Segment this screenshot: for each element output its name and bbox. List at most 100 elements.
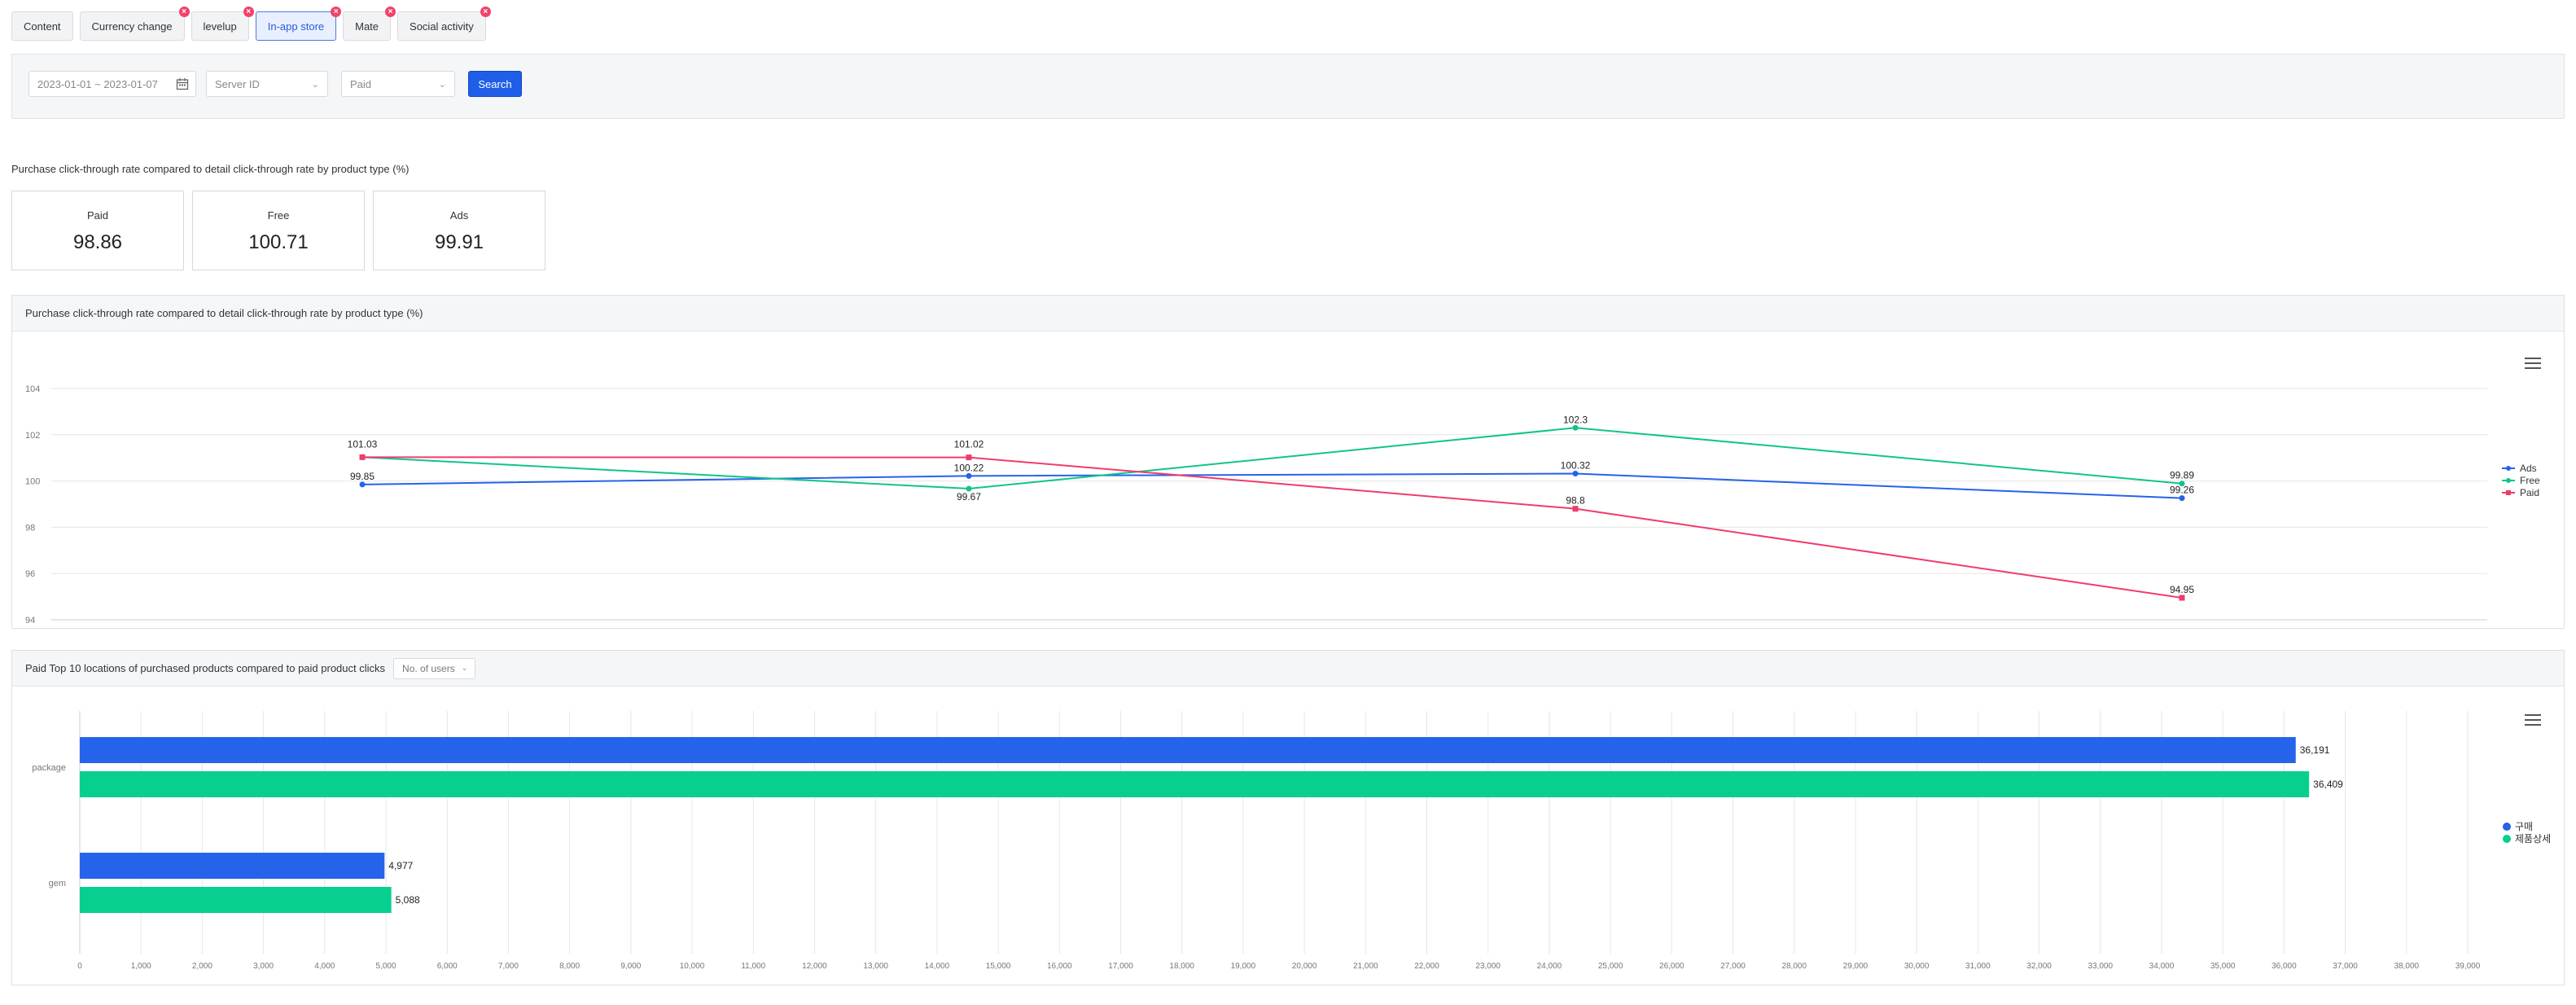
- data-label: 4,977: [388, 860, 413, 871]
- x-tick-label: 34,000: [2149, 962, 2175, 971]
- data-label: 98.8: [1566, 495, 1585, 507]
- close-icon[interactable]: ×: [385, 7, 396, 17]
- tab-bar: Content Currency change × levelup × In-app st…: [11, 7, 491, 41]
- tab-label: In-app store: [267, 20, 325, 33]
- x-tick-label: 7,000: [498, 962, 519, 971]
- y-tick-label: 102: [25, 431, 40, 441]
- close-icon[interactable]: ×: [331, 7, 342, 17]
- x-tick-label: 24,000: [1537, 962, 1562, 971]
- x-tick-label: 16,000: [1047, 962, 1072, 971]
- data-label: 100.22: [954, 462, 984, 473]
- bar-chart-title: Paid Top 10 locations of purchased produ…: [25, 662, 386, 674]
- summary-title: Purchase click-through rate compared to …: [11, 163, 410, 175]
- chevron-down-icon: ⌄: [438, 80, 446, 90]
- x-tick-label: 21,000: [1353, 962, 1378, 971]
- search-button[interactable]: Search: [468, 71, 522, 97]
- data-label: 101.02: [954, 439, 984, 450]
- legend-marker: [2503, 835, 2511, 843]
- y-tick-label: 96: [25, 569, 35, 579]
- y-tick-label: 98: [25, 523, 35, 533]
- category-label: package: [32, 763, 66, 773]
- x-tick-label: 37,000: [2333, 962, 2358, 971]
- bar-chart-header: Paid Top 10 locations of purchased produ…: [12, 651, 2564, 687]
- x-tick-label: 17,000: [1108, 962, 1133, 971]
- chart-menu-icon[interactable]: [2525, 358, 2541, 371]
- x-tick-label: 36,000: [2272, 962, 2297, 971]
- tab-levelup[interactable]: levelup ×: [191, 7, 254, 41]
- card-label: Free: [267, 209, 290, 222]
- tab-currency-change[interactable]: Currency change ×: [79, 7, 190, 41]
- legend-label: Paid: [2520, 487, 2539, 498]
- data-point-paid: [966, 454, 972, 461]
- calendar-icon: [176, 78, 189, 90]
- legend-marker: [2506, 478, 2511, 483]
- data-point-ads: [1572, 471, 1579, 477]
- data-label: 102.3: [1563, 414, 1588, 425]
- data-label: 99.85: [350, 471, 375, 482]
- data-label: 36,409: [2313, 779, 2343, 790]
- data-point-paid: [359, 454, 366, 460]
- close-icon[interactable]: ×: [178, 7, 190, 17]
- bar: [80, 853, 385, 879]
- close-icon[interactable]: ×: [243, 7, 254, 17]
- metric-select[interactable]: No. of users ⌄: [393, 657, 475, 679]
- data-label: 99.89: [2170, 470, 2194, 481]
- x-tick-label: 12,000: [802, 962, 827, 971]
- x-tick-label: 33,000: [2088, 962, 2113, 971]
- series-line-free: [361, 427, 2183, 489]
- legend-label: Free: [2520, 475, 2540, 486]
- close-icon[interactable]: ×: [480, 7, 491, 17]
- summary-card-paid: Paid 98.86: [11, 191, 184, 270]
- x-tick-label: 29,000: [1843, 962, 1868, 971]
- tab-in-app-store[interactable]: In-app store ×: [255, 7, 342, 41]
- x-tick-label: 4,000: [314, 962, 335, 971]
- line-chart: 9496981001021042022-12-312023-01-022023-…: [25, 384, 2540, 625]
- x-tick-label: 15,000: [986, 962, 1011, 971]
- data-label: 5,088: [396, 894, 420, 906]
- bar: [80, 771, 2310, 797]
- x-tick-label: 23,000: [1475, 962, 1500, 971]
- x-tick-label: 25,000: [1598, 962, 1623, 971]
- legend-label: Ads: [2520, 463, 2537, 474]
- x-tick-label: 31,000: [1965, 962, 1991, 971]
- x-tick-label: 5,000: [376, 962, 396, 971]
- card-label: Ads: [449, 209, 469, 222]
- date-range-value: 2023-01-01 ~ 2023-01-07: [37, 77, 158, 90]
- data-point-ads: [966, 472, 972, 479]
- data-point-free: [2179, 481, 2185, 487]
- x-tick-label: 32,000: [2026, 962, 2052, 971]
- data-label: 99.67: [957, 491, 981, 502]
- x-tick-label: 30,000: [1904, 962, 1930, 971]
- x-tick-label: 8,000: [559, 962, 580, 971]
- category-label: gem: [49, 879, 66, 889]
- x-tick-label: 9,000: [620, 962, 641, 971]
- date-range-picker[interactable]: 2023-01-01 ~ 2023-01-07: [28, 71, 196, 97]
- legend-marker: [2503, 823, 2511, 831]
- tab-mate[interactable]: Mate ×: [343, 7, 396, 41]
- bar-chart: 0 1,000 2,000 3,000 4,000 5,000 6,000 7,000 8,00…: [32, 711, 2551, 971]
- chevron-down-icon: ⌄: [311, 80, 319, 90]
- x-tick-label: 2,000: [192, 962, 212, 971]
- tab-social-activity[interactable]: Social activity ×: [397, 7, 491, 41]
- x-tick-label: 14,000: [925, 962, 950, 971]
- tab-content[interactable]: Content: [11, 11, 73, 41]
- tab-label: Mate: [355, 20, 379, 33]
- data-label: 94.95: [2170, 584, 2194, 595]
- card-value: 100.71: [248, 231, 309, 253]
- server-id-select[interactable]: Server ID ⌄: [206, 71, 328, 97]
- x-tick-label: 38,000: [2394, 962, 2419, 971]
- data-label: 99.26: [2170, 485, 2194, 496]
- data-point-paid: [1572, 506, 1579, 512]
- bar-chart-panel: Paid Top 10 locations of purchased produ…: [11, 650, 2565, 985]
- filter-bar: 2023-01-01 ~ 2023-01-07 Server ID ⌄ Paid…: [11, 54, 2565, 119]
- tab-label: Social activity: [410, 20, 474, 33]
- server-id-placeholder: Server ID: [215, 77, 260, 90]
- chart-menu-icon[interactable]: [2525, 714, 2541, 727]
- product-type-select[interactable]: Paid ⌄: [341, 71, 455, 97]
- y-tick-label: 100: [25, 477, 40, 487]
- tab-label: Currency change: [91, 20, 173, 33]
- data-label: 100.32: [1561, 460, 1591, 472]
- legend-label: 제품상세: [2515, 833, 2551, 845]
- bar: [80, 737, 2296, 763]
- legend-label: 구매: [2515, 821, 2533, 832]
